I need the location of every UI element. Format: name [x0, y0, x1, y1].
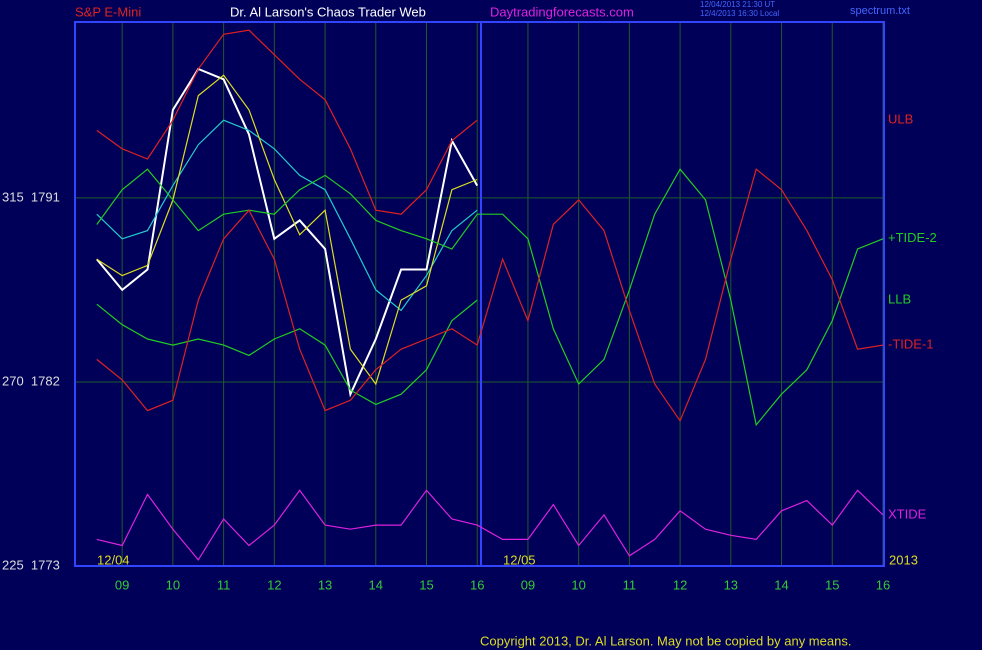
x-tick-label: 11: [623, 577, 637, 592]
legend-label: LLB: [888, 292, 911, 307]
legend-label: +TIDE-2: [888, 230, 937, 245]
legend-label: -TIDE-1: [888, 337, 934, 352]
x-tick-label: 11: [217, 577, 231, 592]
timestamp: 12/4/2013 16:30 Local: [700, 9, 779, 18]
series-line: [96, 29, 478, 215]
file-name: spectrum.txt: [850, 5, 910, 17]
instrument: S&P E-Mini: [75, 4, 141, 19]
website: Daytradingforecasts.com: [490, 4, 634, 19]
y-tick-label: 315 1791: [2, 189, 60, 204]
plot-border: [74, 21, 885, 567]
x-tick-label: 09: [115, 577, 129, 592]
x-tick-label: 14: [369, 577, 383, 592]
series-line: [96, 74, 478, 386]
x-tick-label: 15: [419, 577, 433, 592]
y-tick-label: 270 1782: [2, 373, 60, 388]
x-tick-label: 09: [521, 577, 535, 592]
x-tick-label: 16: [470, 577, 484, 592]
x-tick-label: 13: [724, 577, 738, 592]
series-line: [96, 168, 884, 427]
x-tick-label: 10: [571, 577, 585, 592]
series-line: [96, 168, 884, 423]
copyright: Copyright 2013, Dr. Al Larson. May not b…: [480, 633, 851, 648]
timestamp: 12/04/2013 21:30 UT: [700, 0, 775, 9]
series-line: [96, 489, 884, 561]
year-label: 2013: [889, 552, 918, 567]
x-tick-label: 15: [825, 577, 839, 592]
x-tick-label: 12: [673, 577, 687, 592]
legend-label: XTIDE: [888, 506, 927, 521]
x-tick-label: 16: [876, 577, 890, 592]
series-line: [96, 299, 478, 406]
x-tick-label: 12: [267, 577, 281, 592]
x-tick-label: 14: [774, 577, 788, 592]
series-line: [96, 67, 479, 398]
x-tick-label: 10: [166, 577, 180, 592]
chart-title: Dr. Al Larson's Chaos Trader Web: [230, 4, 426, 19]
x-tick-label: 13: [318, 577, 332, 592]
date-label: 12/05: [503, 552, 536, 567]
legend-label: ULB: [888, 112, 913, 127]
date-label: 12/04: [97, 552, 130, 567]
y-tick-label: 225 1773: [2, 557, 60, 572]
